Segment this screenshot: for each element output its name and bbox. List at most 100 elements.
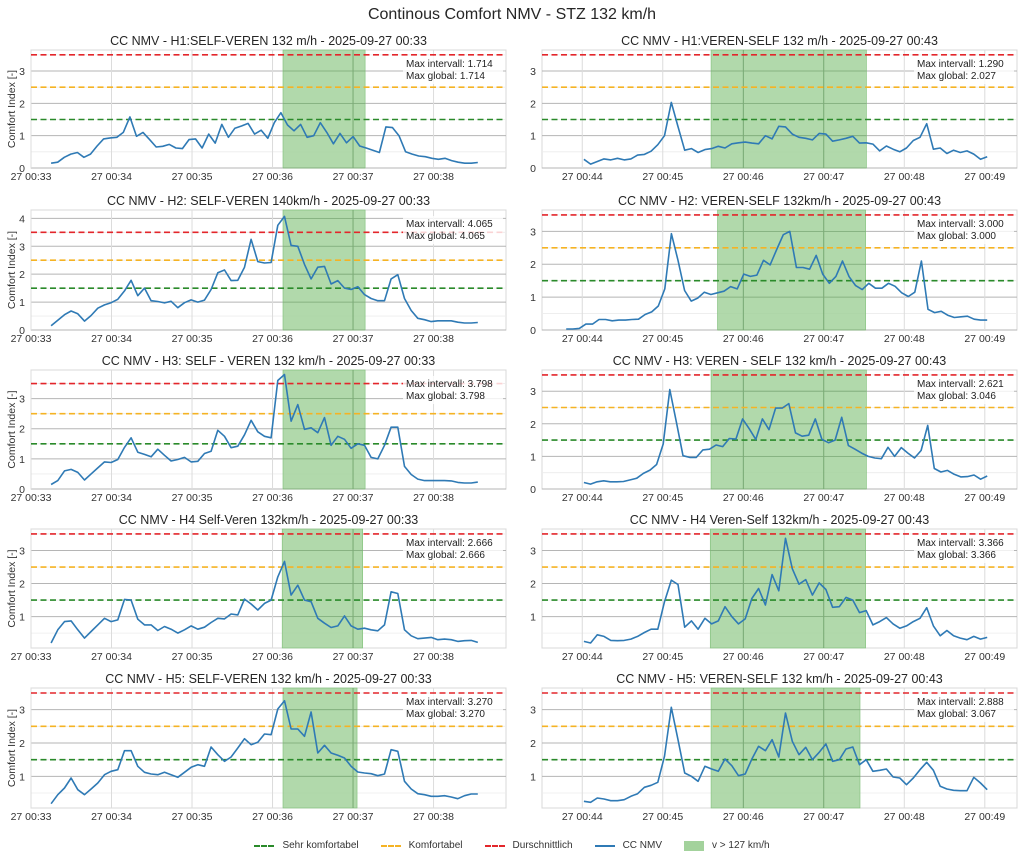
x-tick-label: 27 00:48 <box>884 492 925 504</box>
speed-highlight-band <box>710 369 867 490</box>
legend-label: Sehr komfortabel <box>282 840 359 851</box>
x-tick-label: 27 00:35 <box>172 333 213 345</box>
annotation-box <box>914 535 1014 563</box>
subplot-title: CC NMV - H2: SELF-VEREN 140km/h - 2025-0… <box>107 194 430 208</box>
cc-nmv-series-line <box>566 230 988 330</box>
subplot-title: CC NMV - H5: VEREN-SELF 132 km/h - 2025-… <box>616 672 943 686</box>
x-tick-label: 27 00:49 <box>964 492 1005 504</box>
subplot-6: CC NMV - H3: VEREN - SELF 132 km/h - 202… <box>530 354 1018 504</box>
max-intervall-label: Max intervall: 2.621 <box>917 379 1004 390</box>
x-tick-label: 27 00:37 <box>333 492 374 504</box>
y-tick-label: 1 <box>19 771 25 783</box>
y-tick-label: 2 <box>19 424 25 436</box>
speed-highlight-band <box>282 49 366 169</box>
x-tick-label: 27 00:36 <box>252 171 293 183</box>
annotation-box <box>914 376 1014 404</box>
max-intervall-label: Max intervall: 3.798 <box>406 379 493 390</box>
x-tick-label: 27 00:38 <box>413 333 454 345</box>
legend-item-komfortabel: Komfortabel <box>380 840 463 851</box>
y-tick-label: 0 <box>19 163 25 175</box>
x-tick-label: 27 00:38 <box>413 811 454 823</box>
subplot-title: CC NMV - H2: VEREN-SELF 132km/h - 2025-0… <box>618 194 941 208</box>
x-tick-label: 27 00:46 <box>723 811 764 823</box>
x-tick-label: 27 00:45 <box>642 171 683 183</box>
x-tick-label: 27 00:33 <box>11 651 52 663</box>
annotation-box <box>403 56 503 84</box>
y-tick-label: 2 <box>19 98 25 110</box>
legend-swatch-red-dashed <box>484 844 505 847</box>
x-tick-label: 27 00:35 <box>172 492 213 504</box>
cc-nmv-series-line <box>583 706 988 804</box>
subplot-3: CC NMV - H2: SELF-VEREN 140km/h - 2025-0… <box>6 194 507 345</box>
x-tick-label: 27 00:48 <box>884 171 925 183</box>
x-tick-label: 27 00:47 <box>803 333 844 345</box>
x-tick-label: 27 00:47 <box>803 651 844 663</box>
x-tick-label: 27 00:45 <box>642 333 683 345</box>
max-global-label: Max global: 3.046 <box>917 391 996 402</box>
max-global-label: Max global: 3.000 <box>917 231 996 242</box>
x-tick-label: 27 00:46 <box>723 651 764 663</box>
x-tick-label: 27 00:38 <box>413 651 454 663</box>
x-tick-label: 27 00:44 <box>562 651 603 663</box>
x-tick-label: 27 00:44 <box>562 333 603 345</box>
legend-item-speed-highlight: v > 127 km/h <box>684 840 770 851</box>
max-intervall-label: Max intervall: 2.666 <box>406 538 493 549</box>
subplot-title: CC NMV - H1:VEREN-SELF 132 m/h - 2025-09… <box>621 34 938 48</box>
y-tick-label: 0 <box>19 484 25 496</box>
legend-label: CC NMV <box>622 840 663 851</box>
x-tick-label: 27 00:47 <box>803 811 844 823</box>
subplot-title: CC NMV - H1:SELF-VEREN 132 m/h - 2025-09… <box>110 34 427 48</box>
x-tick-label: 27 00:34 <box>91 171 132 183</box>
x-tick-label: 27 00:44 <box>562 171 603 183</box>
x-tick-label: 27 00:47 <box>803 171 844 183</box>
y-tick-label: 2 <box>19 579 25 591</box>
x-tick-label: 27 00:36 <box>252 811 293 823</box>
subplot-8: CC NMV - H4 Veren-Self 132km/h - 2025-09… <box>530 513 1018 663</box>
speed-highlight-band <box>282 687 358 809</box>
legend-swatch-blue-line <box>594 844 615 847</box>
y-tick-label: 2 <box>530 259 536 271</box>
max-intervall-label: Max intervall: 4.065 <box>406 219 493 230</box>
y-tick-label: 2 <box>530 419 536 431</box>
subplot-2: CC NMV - H1:VEREN-SELF 132 m/h - 2025-09… <box>530 34 1018 183</box>
x-tick-label: 27 00:33 <box>11 171 52 183</box>
speed-highlight-band <box>710 687 861 809</box>
cc-nmv-series-line <box>50 215 478 327</box>
subplot-title: CC NMV - H3: VEREN - SELF 132 km/h - 202… <box>613 354 947 368</box>
legend: Sehr komfortabel Komfortabel Durschnittl… <box>0 840 1024 851</box>
y-tick-label: 0 <box>530 484 536 496</box>
x-tick-label: 27 00:35 <box>172 811 213 823</box>
y-tick-label: 3 <box>19 705 25 717</box>
subplot-title: CC NMV - H4 Self-Veren 132km/h - 2025-09… <box>119 513 418 527</box>
max-global-label: Max global: 3.270 <box>406 709 485 720</box>
cc-nmv-series-line <box>50 560 479 644</box>
x-tick-label: 27 00:46 <box>723 333 764 345</box>
legend-item-durchschnittlich: Durschnittlich <box>484 840 573 851</box>
x-tick-label: 27 00:44 <box>562 492 603 504</box>
figure-title: Continous Comfort NMV - STZ 132 km/h <box>367 6 657 23</box>
x-tick-label: 27 00:37 <box>333 811 374 823</box>
speed-highlight-band <box>282 209 366 331</box>
annotation-box <box>403 216 503 244</box>
subplot-4: CC NMV - H2: VEREN-SELF 132km/h - 2025-0… <box>530 194 1018 345</box>
x-tick-label: 27 00:36 <box>252 333 293 345</box>
y-tick-label: 3 <box>530 705 536 717</box>
y-tick-label: 1 <box>530 612 536 624</box>
annotation-box <box>403 376 503 404</box>
annotation-box <box>403 535 503 563</box>
y-axis-label: Comfort Index [-] <box>6 549 18 627</box>
y-axis-label: Comfort Index [-] <box>6 390 18 468</box>
x-tick-label: 27 00:49 <box>964 811 1005 823</box>
y-tick-label: 3 <box>19 66 25 78</box>
x-tick-label: 27 00:34 <box>91 811 132 823</box>
y-tick-label: 0 <box>530 163 536 175</box>
x-tick-label: 27 00:38 <box>413 492 454 504</box>
subplot-1: CC NMV - H1:SELF-VEREN 132 m/h - 2025-09… <box>6 34 507 183</box>
max-global-label: Max global: 2.027 <box>917 71 996 82</box>
max-intervall-label: Max intervall: 1.290 <box>917 59 1004 70</box>
legend-item-cc-nmv: CC NMV <box>594 840 663 851</box>
subplot-5: CC NMV - H3: SELF - VEREN 132 km/h - 202… <box>6 354 507 504</box>
y-tick-label: 4 <box>19 213 25 225</box>
y-tick-label: 0 <box>530 325 536 337</box>
legend-swatch-green-dashed <box>254 844 275 847</box>
